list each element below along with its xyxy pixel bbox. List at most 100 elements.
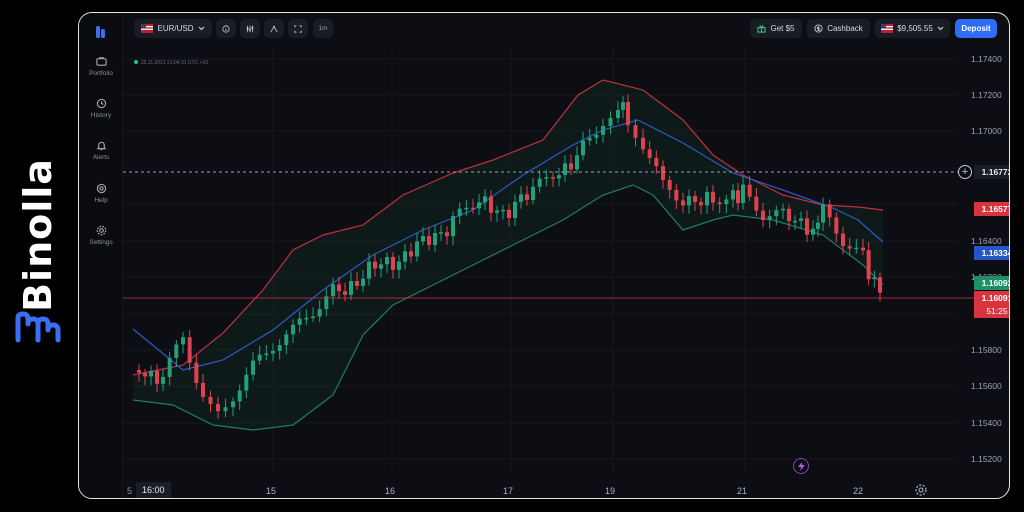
candle-body (711, 191, 715, 203)
sidebar-item-history[interactable]: History (79, 98, 123, 119)
drawing-tools-button[interactable] (264, 19, 284, 38)
balance-selector[interactable]: $9,505.55 (875, 19, 950, 38)
us-flag-icon (881, 24, 894, 33)
sidebar-item-label: Settings (89, 239, 113, 246)
candle-body (641, 137, 645, 150)
indicators-button[interactable] (240, 19, 260, 38)
candle-body (575, 155, 579, 170)
candle-body (747, 184, 752, 197)
gear-icon (96, 225, 106, 236)
candle-body (621, 102, 625, 110)
candle-body (161, 376, 165, 384)
candle-body (841, 233, 845, 247)
y-tick: 1.15800 (971, 345, 1002, 355)
candle-body (471, 207, 475, 210)
price-chart[interactable]: 25.11.2021 21:04:31 UTC +10 1.17400 1.17… (123, 45, 1010, 499)
sidebar-item-label: Help (94, 197, 108, 204)
candle-body (367, 261, 371, 279)
candle-body (477, 202, 481, 209)
candle-body (355, 281, 359, 286)
candle-body (277, 345, 282, 351)
sidebar-item-label: Portfolio (89, 70, 113, 77)
candle-body (557, 175, 561, 179)
us-flag-icon (141, 24, 154, 33)
cashback-button[interactable]: Cashback (807, 19, 870, 38)
drawing-icon (270, 25, 278, 32)
candle-body (373, 261, 377, 269)
lightning-icon[interactable] (793, 458, 809, 474)
candle-body (403, 251, 407, 262)
candle-body (816, 222, 820, 229)
candle-body (834, 217, 839, 234)
candle-body (385, 256, 389, 265)
candle-body (531, 186, 535, 200)
candle-body (201, 382, 205, 397)
x-tick: 22 (853, 486, 864, 496)
candle-body (587, 137, 592, 141)
chevron-down-icon (937, 26, 944, 31)
candle-body (257, 354, 262, 361)
add-alert-plus-icon[interactable]: + (958, 165, 972, 179)
deposit-button[interactable]: Deposit (955, 19, 997, 38)
middle-band-price-label: 1.16334 (974, 246, 1009, 260)
brand-name: Binolla (16, 158, 60, 312)
candle-body (311, 316, 315, 318)
candle-body (464, 207, 469, 210)
x-tick: 17 (503, 486, 514, 496)
candle-body (633, 125, 638, 138)
candle-body (483, 196, 487, 203)
asset-selector[interactable]: EUR/USD (134, 19, 212, 38)
candle-body (681, 200, 685, 206)
timestamp-text: 25.11.2021 21:04:31 UTC +10 (141, 60, 209, 66)
candle-body (513, 201, 517, 219)
middle-band-line (132, 119, 884, 371)
candle-body (626, 102, 630, 126)
candlestick-chart[interactable] (123, 45, 1010, 499)
candle-body (699, 202, 703, 206)
candle-body (805, 218, 809, 235)
app-logo-icon[interactable] (93, 24, 109, 40)
candle-body (216, 403, 220, 412)
cashback-icon (814, 24, 823, 33)
candle-body (774, 210, 779, 217)
candle-body (674, 189, 679, 201)
bollinger-band-fill (133, 80, 883, 430)
candle-body (544, 177, 549, 179)
candle-body (324, 296, 329, 310)
candle-body (244, 374, 249, 391)
binolla-logo-icon (15, 311, 61, 343)
candle-body (391, 256, 395, 270)
candle-body (525, 194, 529, 200)
y-tick: 1.15400 (971, 418, 1002, 428)
candle-body (847, 246, 852, 249)
candle-body (181, 337, 185, 345)
candle-body (821, 204, 825, 223)
sidebar-item-label: History (90, 112, 112, 119)
candle-body (251, 360, 255, 375)
chart-type-button[interactable] (288, 19, 308, 38)
timeframe-button[interactable]: 1m (313, 19, 333, 38)
candle-body (731, 190, 735, 200)
candle-body (799, 218, 803, 221)
sidebar-item-help[interactable]: Help (79, 183, 123, 204)
candle-body (724, 199, 729, 205)
chart-settings-gear-icon[interactable] (914, 483, 928, 497)
info-button[interactable] (216, 19, 236, 38)
candle-body (793, 220, 797, 223)
candle-body (223, 407, 228, 412)
y-tick: 1.16400 (971, 236, 1002, 246)
upper-band-line (132, 79, 884, 376)
bonus-button[interactable]: Get $5 (750, 19, 802, 38)
sidebar-item-alerts[interactable]: Alerts (79, 140, 123, 161)
portfolio-icon (95, 57, 107, 66)
sidebar-item-settings[interactable]: Settings (79, 225, 123, 246)
candle-body (409, 251, 413, 257)
y-tick: 1.17200 (971, 90, 1002, 100)
candle-body (827, 204, 832, 218)
candle-body (291, 324, 295, 335)
open-price-label: 1.16092 (974, 276, 1009, 290)
candle-body (736, 190, 740, 204)
candle-body (654, 157, 659, 167)
sidebar-item-portfolio[interactable]: Portfolio (79, 56, 123, 77)
candle-body (767, 216, 772, 221)
